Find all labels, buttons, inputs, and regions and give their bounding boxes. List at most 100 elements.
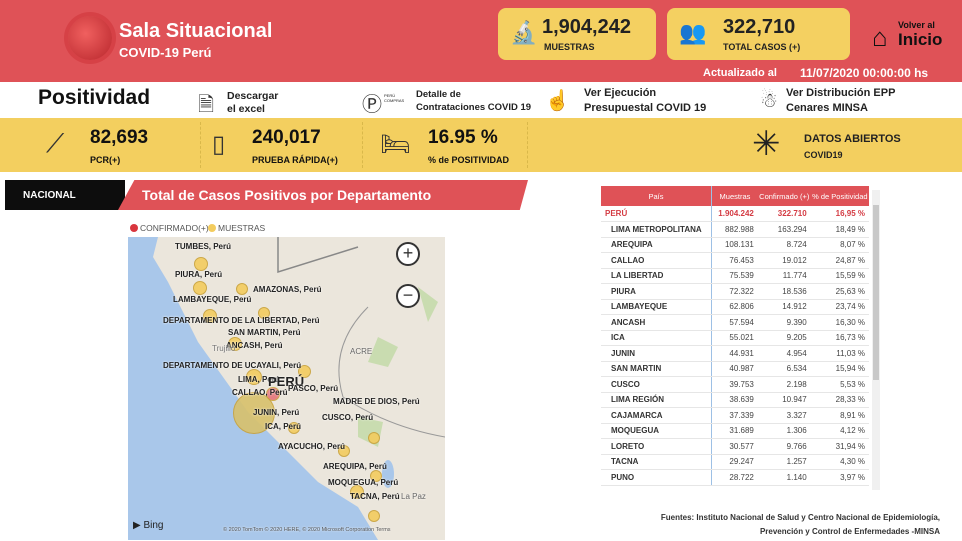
divider [527, 122, 528, 168]
bubble-ucayali[interactable] [298, 365, 311, 378]
row-muestras: 38.639 [711, 392, 758, 408]
row-positividad: 11,03 % [810, 345, 869, 362]
table-row[interactable]: LORETO 30.577 9.766 31,94 % [601, 438, 869, 455]
map-label: TUMBES, Perú [175, 242, 232, 251]
positividad-table: País Muestras Confirmado (+)% de Positivid… [601, 186, 869, 486]
updated-label: Actualizado al [703, 67, 777, 79]
confirmado-dot [130, 224, 138, 232]
row-confirmado: 10.947 [757, 392, 811, 408]
table-row[interactable]: TACNA 29.247 1.257 4,30 % [601, 454, 869, 470]
perucompras-logo-icon: Ⓟ [362, 94, 382, 116]
table-row[interactable]: LIMA METROPOLITANA 882.988 163.294 18,49 % [601, 221, 869, 238]
ejecucion-line1: Ver Ejecución [584, 87, 657, 99]
bubble-arequipa[interactable] [370, 470, 382, 482]
bubble-moquegua[interactable] [350, 485, 364, 499]
row-positividad: 5,53 % [810, 376, 869, 393]
app-title: Sala Situacional [119, 20, 273, 42]
map-label: LAMBAYEQUE, Perú [173, 295, 252, 304]
inicio-button[interactable]: Inicio [898, 30, 943, 49]
map-label-lapaz: La Paz [401, 492, 426, 501]
row-muestras: 28.722 [711, 469, 758, 486]
row-confirmado: 9.390 [757, 314, 811, 331]
bing-logo: ▶ Bing [133, 520, 164, 531]
bubble-ancash[interactable] [228, 337, 242, 351]
bubble-tumbes[interactable] [194, 257, 208, 271]
bubble-lalibertad[interactable] [203, 309, 217, 323]
row-positividad: 16,95 % [810, 206, 869, 222]
scrollbar-thumb[interactable] [873, 205, 879, 380]
excel-line2: el excel [227, 103, 265, 115]
map-country-label: PERÚ [268, 374, 305, 389]
bubble-ayacucho[interactable] [338, 445, 350, 457]
table-row[interactable]: LA LIBERTAD 75.539 11.774 15,59 % [601, 268, 869, 284]
table-row[interactable]: JUNIN 44.931 4.954 11,03 % [601, 345, 869, 362]
nacional-tab[interactable]: NACIONAL [5, 180, 125, 210]
row-name: PIURA [601, 283, 712, 300]
map-label: LIMA, Perú [238, 375, 280, 384]
table-row[interactable]: CAJAMARCA 37.339 3.327 8,91 % [601, 407, 869, 424]
bubble-tacna[interactable] [368, 510, 380, 522]
row-muestras: 40.987 [711, 361, 758, 377]
table-row[interactable]: PUNO 28.722 1.140 3,97 % [601, 469, 869, 486]
casos-label: TOTAL CASOS (+) [723, 42, 801, 52]
table-row[interactable]: CALLAO 76.453 19.012 24,87 % [601, 252, 869, 269]
map-label: DEPARTAMENTO DE LA LIBERTAD, Perú [163, 316, 320, 325]
positividad-value: 16.95 % [428, 127, 498, 148]
column-header[interactable]: Confirmado (+) [757, 186, 811, 206]
row-name: MOQUEGUA [601, 423, 712, 439]
zoom-in-button[interactable]: + [396, 242, 420, 266]
row-confirmado: 19.012 [757, 252, 811, 269]
divider [200, 122, 201, 168]
table-row[interactable]: MOQUEGUA 31.689 1.306 4,12 % [601, 423, 869, 439]
row-confirmado: 322.710 [757, 206, 811, 222]
home-icon[interactable]: ⌂ [872, 22, 888, 52]
bubble-piura[interactable] [193, 281, 207, 295]
bubble-sanmartin[interactable] [258, 307, 270, 319]
row-name: CUSCO [601, 376, 712, 393]
table-row[interactable]: PIURA 72.322 18.536 25,63 % [601, 283, 869, 300]
map-label: DEPARTAMENTO DE UCAYALI, Perú [163, 361, 302, 370]
bubble-amazonas[interactable] [236, 283, 248, 295]
bubble-lima[interactable] [246, 369, 262, 385]
column-header[interactable]: País [601, 186, 712, 206]
table-row[interactable]: LIMA REGIÓN 38.639 10.947 28,33 % [601, 392, 869, 408]
map-copyright: © 2020 TomTom © 2020 HERE, © 2020 Micros… [223, 527, 391, 533]
network-icon: ✳ [752, 125, 781, 163]
page-title: Positividad [38, 86, 151, 109]
legend-confirmado: CONFIRMADO(+) [130, 223, 209, 233]
rapida-label: PRUEBA RÁPIDA(+) [252, 155, 338, 165]
map[interactable]: TUMBES, Perú PIURA, Perú AMAZONAS, Perú … [128, 237, 445, 540]
volver-label[interactable]: Volver al [898, 20, 935, 30]
table-row[interactable]: LAMBAYEQUE 62.806 14.912 23,74 % [601, 299, 869, 315]
total-casos-card: 👥 322,710 TOTAL CASOS (+) [667, 8, 850, 60]
row-confirmado: 2.198 [757, 376, 811, 393]
contrataciones-line1: Detalle de [416, 89, 461, 100]
row-confirmado: 3.327 [757, 407, 811, 424]
row-muestras: 72.322 [711, 283, 758, 300]
footer-source-line2: Prevención y Control de Enfermedades -MI… [759, 527, 940, 536]
table-row[interactable]: PERÚ 1.904.242 322.710 16,95 % [601, 206, 869, 222]
row-confirmado: 1.306 [757, 423, 811, 439]
row-muestras: 55.021 [711, 330, 758, 346]
column-header[interactable]: % de Positividad [810, 186, 869, 206]
map-label-trujillo: Trujillo [212, 344, 236, 353]
table-row[interactable]: ICA 55.021 9.205 16,73 % [601, 330, 869, 346]
bubble-callao[interactable] [266, 387, 280, 401]
table-row[interactable]: ANCASH 57.594 9.390 16,30 % [601, 314, 869, 331]
contrataciones-line2: Contrataciones COVID 19 [416, 102, 532, 113]
table-row[interactable]: CUSCO 39.753 2.198 5,53 % [601, 376, 869, 393]
row-name: CAJAMARCA [601, 407, 712, 424]
section-title: Total de Casos Positivos por Departament… [118, 180, 528, 210]
table-row[interactable]: AREQUIPA 108.131 8.724 8,07 % [601, 237, 869, 253]
bubble-cusco[interactable] [368, 432, 380, 444]
zoom-out-button[interactable]: − [396, 284, 420, 308]
table-row[interactable]: SAN MARTIN 40.987 6.534 15,94 % [601, 361, 869, 377]
row-muestras: 882.988 [711, 221, 758, 238]
row-positividad: 3,97 % [810, 469, 869, 486]
legend-confirmado-label: CONFIRMADO(+) [140, 223, 209, 233]
column-header[interactable]: Muestras [711, 186, 758, 206]
microscope-icon: 🔬 [510, 20, 538, 45]
row-muestras: 44.931 [711, 345, 758, 362]
bubble-ica[interactable] [288, 422, 300, 434]
legend-muestras-label: MUESTRAS [218, 223, 266, 233]
